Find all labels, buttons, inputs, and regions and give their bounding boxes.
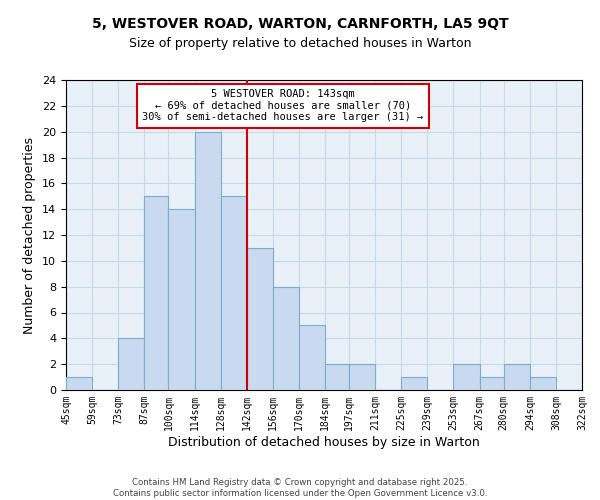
- Bar: [401, 377, 427, 390]
- Text: Size of property relative to detached houses in Warton: Size of property relative to detached ho…: [129, 38, 471, 51]
- Text: 5, WESTOVER ROAD, WARTON, CARNFORTH, LA5 9QT: 5, WESTOVER ROAD, WARTON, CARNFORTH, LA5…: [92, 18, 508, 32]
- Bar: [66, 377, 92, 390]
- Text: 5 WESTOVER ROAD: 143sqm
← 69% of detached houses are smaller (70)
30% of semi-de: 5 WESTOVER ROAD: 143sqm ← 69% of detache…: [142, 90, 424, 122]
- Y-axis label: Number of detached properties: Number of detached properties: [23, 136, 37, 334]
- X-axis label: Distribution of detached houses by size in Warton: Distribution of detached houses by size …: [168, 436, 480, 448]
- Text: Contains HM Land Registry data © Crown copyright and database right 2025.
Contai: Contains HM Land Registry data © Crown c…: [113, 478, 487, 498]
- Bar: [144, 196, 169, 390]
- Bar: [221, 196, 247, 390]
- Bar: [454, 364, 479, 390]
- Bar: [247, 248, 273, 390]
- Bar: [530, 377, 556, 390]
- Bar: [299, 326, 325, 390]
- Bar: [349, 364, 375, 390]
- Bar: [118, 338, 144, 390]
- Bar: [169, 209, 194, 390]
- Bar: [194, 132, 221, 390]
- Bar: [273, 286, 299, 390]
- Bar: [504, 364, 530, 390]
- Bar: [325, 364, 349, 390]
- Bar: [479, 377, 504, 390]
